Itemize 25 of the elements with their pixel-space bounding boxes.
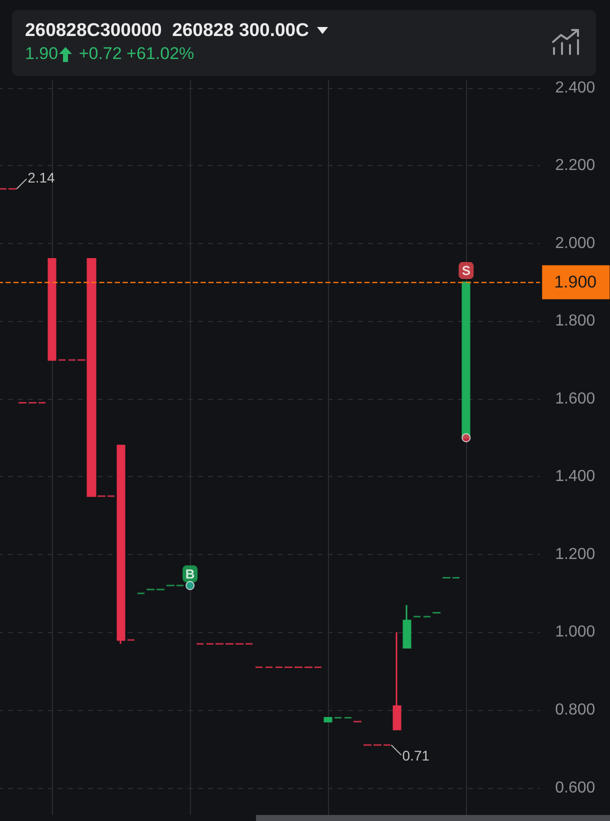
- y-tick-label: 1.800: [555, 312, 596, 330]
- y-tick-label: 0.600: [555, 779, 596, 796]
- candlestick: [116, 444, 126, 645]
- y-tick-label: 1.600: [555, 390, 596, 408]
- y-tick-label: 0.800: [555, 702, 596, 718]
- candlestick: [324, 717, 332, 722]
- point: [186, 581, 195, 590]
- text: 1.90 +0.72 +61.02%: [25, 44, 194, 63]
- y-tick-label: 1.000: [555, 624, 596, 641]
- data-label: B: [185, 566, 195, 582]
- candlestick: [86, 258, 96, 497]
- text: 0.71: [402, 748, 430, 764]
- y-tick-label: 2.400: [555, 79, 596, 96]
- data-label: S: [462, 263, 471, 278]
- candlestick: [402, 604, 412, 649]
- point: [462, 433, 471, 442]
- text: 2.14: [28, 170, 55, 186]
- y-tick-label: 2.200: [555, 157, 596, 174]
- ref-line-label: 1.900: [554, 272, 597, 292]
- candlestick: [48, 258, 56, 361]
- y-tick-label: 1.400: [555, 468, 596, 486]
- y-tick-label: 1.200: [555, 546, 596, 563]
- candlestick: [392, 631, 402, 730]
- chart-title: 260828C300000 260828 300.00C: [25, 19, 309, 41]
- y-tick-label: 2.000: [555, 234, 596, 252]
